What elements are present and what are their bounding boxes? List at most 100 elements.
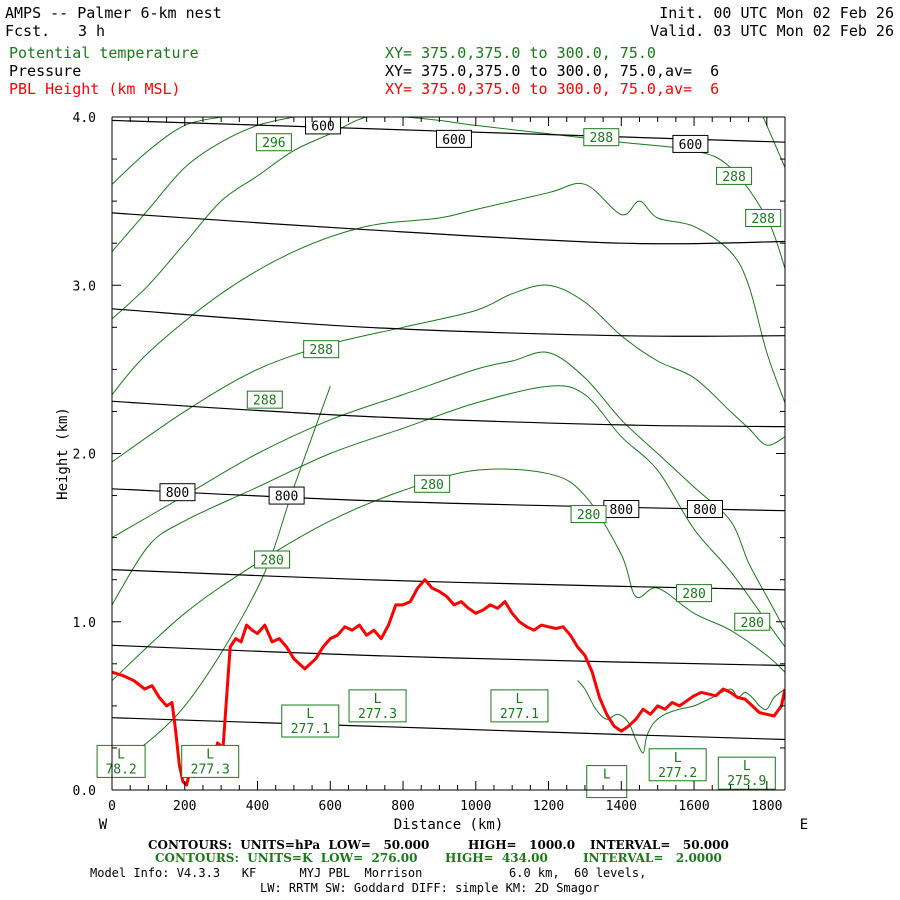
pressure-label-4: 800 — [275, 490, 298, 505]
west-label: W — [99, 817, 108, 833]
theta-label-5-box — [246, 390, 283, 409]
footer-model-info: Model Info: V4.3.3 KF MYJ PBL Morrison 6… — [90, 866, 647, 880]
low-value-0: 78.2 — [105, 762, 136, 777]
theta-label-3: 288 — [751, 212, 774, 227]
footer-theta-low: CONTOURS: UNITS=K LOW= 276.00 — [155, 851, 418, 865]
pressure-label-1-box — [435, 129, 472, 148]
x-tick-label-4: 800 — [391, 799, 414, 814]
pressure-label-3: 800 — [166, 486, 189, 501]
x-tick-label-1: 200 — [173, 799, 196, 814]
footer-theta-interval: INTERVAL= 2.0000 — [583, 851, 722, 865]
low-letter-4: L — [516, 692, 524, 707]
theta-contour-0 — [112, 386, 331, 771]
forecast-hour: 3 h — [78, 22, 106, 40]
x-tick-label-6: 1200 — [533, 799, 564, 814]
low-letter-2: L — [306, 707, 314, 722]
theta-label-0: 296 — [262, 136, 285, 151]
pressure-contour-3 — [112, 400, 785, 428]
y-tick-label-1: 1.0 — [73, 616, 96, 631]
pressure-label-6: 800 — [693, 503, 716, 518]
chart-title: AMPS -- Palmer 6-km nest — [5, 4, 222, 22]
low-marker-4 — [490, 689, 549, 723]
theta-label-9-box — [676, 584, 713, 603]
low-marker-6 — [648, 748, 707, 782]
low-marker-0 — [96, 744, 146, 778]
x-tick-label-2: 400 — [246, 799, 269, 814]
y-axis-title: Height (km) — [55, 407, 71, 500]
x-axis-title: Distance (km) — [394, 817, 504, 833]
init-time: Init. 00 UTC Mon 02 Feb 26 — [659, 4, 894, 22]
theta-label-6-box — [414, 474, 451, 493]
low-marker-1 — [181, 744, 240, 778]
theta-label-4-box — [303, 340, 340, 359]
low-value-4: 277.1 — [500, 707, 539, 722]
low-marker-2 — [281, 704, 340, 738]
theta-contour-3 — [112, 351, 785, 631]
legend-pressure-xy: XY= 375.0,375.0 to 300.0, 75.0,av= 6 — [385, 62, 720, 80]
theta-contour-8 — [112, 117, 222, 185]
pressure-label-6-box — [686, 500, 723, 519]
theta-label-7-box — [570, 505, 607, 524]
theta-label-10-box — [734, 612, 771, 631]
pressure-contour-2 — [112, 308, 785, 337]
y-tick-label-0: 0.0 — [73, 784, 96, 799]
y-tick-label-2: 2.0 — [73, 448, 96, 463]
theta-contour-7 — [112, 117, 295, 252]
theta-contour-5 — [112, 182, 785, 404]
pressure-contour-7 — [112, 717, 785, 741]
low-marker-3 — [348, 689, 407, 723]
low-marker-7 — [717, 756, 776, 790]
y-tick-label-3: 3.0 — [73, 279, 96, 294]
theta-label-8-box — [254, 550, 291, 569]
x-tick-label-8: 1600 — [678, 799, 709, 814]
low-value-7: 275.9 — [727, 774, 766, 789]
theta-label-5: 288 — [253, 394, 276, 409]
theta-contour-2 — [112, 385, 785, 648]
low-value-1: 277.3 — [191, 762, 230, 777]
footer-pressure-high: HIGH= 1000.0 — [468, 838, 576, 852]
theta-label-9: 280 — [682, 587, 705, 602]
low-value-6: 277.2 — [658, 766, 697, 781]
low-letter-7: L — [743, 759, 751, 774]
valid-time: Valid. 03 UTC Mon 02 Feb 26 — [650, 22, 894, 40]
low-letter-5: L — [603, 768, 611, 783]
pressure-label-5: 800 — [610, 503, 633, 518]
cross-section-chart: 600 600 600 800 800 800 800 296 288 288 288 288 288 2… — [55, 111, 808, 833]
legend-pressure-label: Pressure — [9, 62, 82, 80]
footer-theta-high: HIGH= 434.00 — [445, 851, 548, 865]
low-letter-6: L — [674, 751, 682, 766]
pressure-label-2: 600 — [679, 138, 702, 153]
theta-label-6: 280 — [420, 478, 443, 493]
pressure-contour-6 — [112, 644, 785, 667]
theta-label-8: 280 — [260, 553, 283, 568]
low-value-3: 277.3 — [358, 707, 397, 722]
low-letter-1: L — [206, 747, 214, 762]
low-letter-0: L — [117, 747, 125, 762]
theta-label-4: 288 — [309, 343, 332, 358]
theta-label-2: 288 — [722, 170, 745, 185]
low-value-2: 277.1 — [291, 722, 330, 737]
forecast-label: Fcst. — [5, 22, 51, 40]
pressure-label-1: 600 — [442, 133, 465, 148]
x-tick-label-9: 1800 — [751, 799, 782, 814]
footer-pressure-low: CONTOURS: UNITS=hPa LOW= 50.000 — [148, 838, 430, 852]
x-tick-label-3: 600 — [319, 799, 342, 814]
theta-label-7: 280 — [577, 508, 600, 523]
y-tick-label-4: 4.0 — [73, 111, 96, 126]
legend-theta-label: Potential temperature — [9, 44, 199, 62]
footer-pressure-interval: INTERVAL= 50.000 — [590, 838, 729, 852]
low-letter-3: L — [374, 692, 382, 707]
legend-theta-xy: XY= 375.0,375.0 to 300.0, 75.0 — [385, 44, 656, 62]
low-marker-5 — [586, 765, 628, 799]
legend-pbl-xy: XY= 375.0,375.0 to 300.0, 75.0,av= 6 — [385, 80, 720, 98]
theta-label-2-box — [716, 166, 753, 185]
theta-label-10: 280 — [741, 616, 764, 631]
theta-label-0-box — [255, 133, 292, 152]
legend-pbl-label: PBL Height (km MSL) — [9, 80, 181, 98]
pressure-label-4-box — [268, 486, 305, 505]
x-tick-label-5: 1000 — [460, 799, 491, 814]
theta-contour-1 — [112, 468, 785, 681]
x-tick-label-0: 0 — [108, 799, 116, 814]
x-tick-label-7: 1400 — [606, 799, 637, 814]
pressure-label-2-box — [672, 134, 709, 153]
